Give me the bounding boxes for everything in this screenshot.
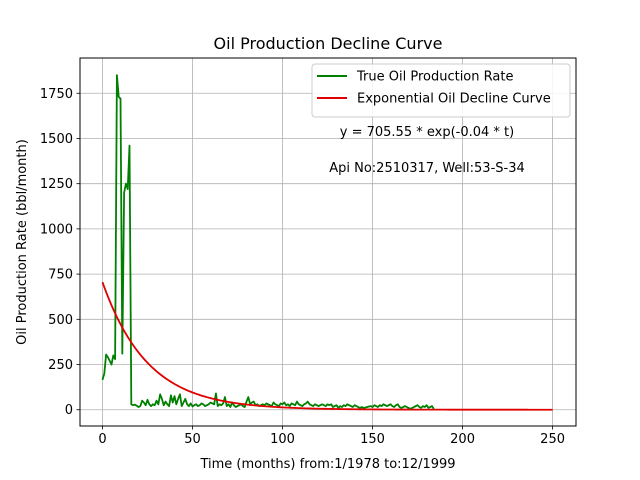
y-tick-label: 1500 [40,132,73,147]
x-tick-label: 250 [540,432,565,447]
chart-title: Oil Production Decline Curve [214,34,443,53]
equation-annotation: y = 705.55 * exp(-0.04 * t) [340,125,514,140]
legend: True Oil Production Rate Exponential Oil… [311,63,571,118]
y-tick-label: 1250 [40,177,73,192]
x-axis-ticks: 0 50 100 150 200 250 [98,426,565,447]
y-tick-label: 500 [48,313,73,328]
y-tick-label: 1000 [40,222,73,237]
series-line-exp-curve [101,281,553,411]
legend-label-true-rate: True Oil Production Rate [356,70,513,85]
y-tick-label: 1750 [40,87,73,102]
legend-box [311,63,571,118]
x-tick-label: 0 [98,432,106,447]
y-tick-label: 250 [48,358,73,373]
legend-label-exp-curve: Exponential Oil Decline Curve [357,92,551,107]
y-axis-ticks: 0 250 500 750 1000 1250 1500 1750 [40,87,80,418]
y-axis-label: Oil Production Rate (bbl/month) [15,139,30,345]
x-tick-label: 100 [270,432,295,447]
x-tick-label: 150 [360,432,385,447]
plot-series [101,74,553,411]
x-tick-label: 200 [450,432,475,447]
y-tick-label: 750 [48,268,73,283]
x-tick-label: 50 [184,432,201,447]
y-tick-label: 0 [65,403,73,418]
plot-frame [79,57,577,427]
series-line-true-rate [101,74,435,410]
well-annotation: Api No:2510317, Well:53-S-34 [329,161,525,176]
x-axis-label: Time (months) from:1/1978 to:12/1999 [199,457,455,472]
